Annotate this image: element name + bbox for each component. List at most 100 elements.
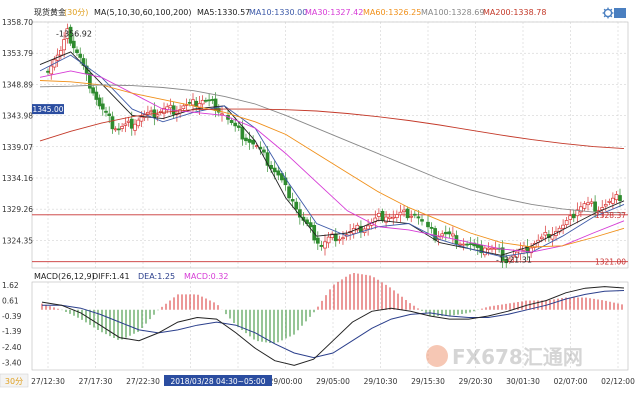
candle-body	[68, 26, 73, 44]
ma30-line	[39, 70, 625, 253]
candle-body	[287, 186, 291, 199]
candle-body	[451, 233, 455, 237]
candle-body	[326, 236, 331, 244]
candle-body	[49, 65, 54, 75]
candle-body	[384, 216, 388, 223]
candle-body	[366, 225, 370, 230]
ma-value-label: MA60:1326.25	[363, 8, 421, 17]
candle-body	[405, 208, 410, 219]
candle-body	[120, 126, 124, 129]
y-tick-label: 1343.98	[2, 112, 33, 121]
candle-body	[461, 243, 466, 246]
candle-body	[511, 254, 516, 258]
gear-icon-tooth	[610, 15, 613, 18]
candle-body	[614, 194, 619, 201]
candle-body	[240, 126, 245, 140]
candle-body	[149, 110, 153, 113]
ma-value-label: MA200:1338.78	[483, 8, 546, 17]
candle-body	[262, 149, 266, 153]
candle-body	[426, 221, 430, 228]
candle-body	[133, 123, 137, 131]
main-y-grid	[32, 21, 628, 241]
ma-params-label: MA(5,10,30,60,100,200)	[94, 8, 192, 17]
x-tick-label: 29/00:00	[269, 377, 303, 386]
candle-body	[416, 216, 421, 219]
macd-title: MACD(26,12,9)	[34, 272, 95, 281]
candle-body	[447, 231, 452, 235]
candle-body	[136, 119, 141, 127]
candle-body	[197, 103, 202, 108]
ma-value-label: MA10:1330.00	[249, 8, 307, 17]
candle-body	[561, 224, 565, 229]
candle-body	[272, 167, 277, 173]
candle-body	[440, 233, 445, 237]
candle-body	[504, 259, 509, 264]
moving-averages	[39, 51, 625, 258]
candle-body	[490, 247, 494, 250]
candle-body	[117, 128, 121, 131]
candle-body	[213, 98, 218, 111]
symbol-label: 现货黄金	[34, 7, 66, 17]
candle-body	[586, 202, 590, 206]
candle-body	[78, 53, 83, 58]
watermark-text: FX678汇通网	[452, 345, 583, 369]
y-tick-label: 1348.89	[2, 80, 33, 89]
candle-body	[123, 123, 128, 126]
candle-body	[107, 113, 112, 116]
candle-body	[75, 49, 79, 53]
candle-body	[247, 138, 252, 143]
candle-body	[607, 200, 612, 203]
candle-body	[486, 247, 491, 250]
macd-y-tick-label: -2.40	[2, 343, 22, 352]
y-tick-label: 1334.16	[2, 174, 33, 183]
candle-body	[181, 105, 186, 109]
gear-icon[interactable]	[602, 7, 614, 19]
y-tick-label: 1324.35	[2, 236, 33, 245]
candle-body	[507, 258, 512, 262]
candle-body	[126, 120, 131, 123]
candle-body	[337, 238, 342, 241]
candle-body	[187, 101, 192, 104]
candle-body	[323, 241, 327, 249]
macd-value-label: DEA:1.25	[138, 272, 175, 281]
crosshair-price-label: 1345.00	[32, 105, 63, 114]
gear-icon-tooth	[603, 15, 606, 18]
macd-y-tick-label: 0.61	[2, 296, 19, 305]
candle-body	[493, 247, 498, 250]
candle-body	[589, 201, 594, 204]
macd-y-tick-label: 1.62	[2, 281, 19, 290]
x-tick-label: 29/10:30	[364, 377, 398, 386]
settings-button[interactable]	[596, 6, 632, 21]
candle-body	[233, 122, 238, 127]
macd-value-label: DIFF:1.41	[92, 272, 130, 281]
candle-body	[600, 207, 605, 210]
timeframe-button[interactable]	[0, 372, 30, 390]
candle-body	[479, 245, 484, 254]
candle-body	[207, 99, 211, 102]
y-tick-label: 1358.70	[2, 18, 33, 27]
candle-body	[290, 199, 295, 202]
candle-body	[330, 233, 335, 238]
candlesticks	[46, 23, 622, 268]
candle-body	[280, 173, 284, 181]
candle-body	[429, 226, 434, 229]
candle-body	[543, 232, 548, 236]
timeframe-button-bg[interactable]	[0, 373, 29, 388]
candle-body	[341, 237, 345, 240]
candle-body	[104, 110, 108, 113]
candle-body	[191, 99, 195, 106]
candle-body	[236, 125, 241, 128]
watermark-logo: FX678汇通网	[426, 345, 583, 369]
y-tick-label: 1339.07	[2, 143, 33, 152]
candle-body	[315, 237, 320, 244]
candle-body	[97, 97, 102, 107]
candle-body	[200, 99, 205, 105]
settings-box-icon[interactable]	[614, 8, 626, 18]
candle-body	[568, 215, 573, 220]
candle-body	[110, 116, 115, 130]
candle-body	[265, 152, 270, 166]
candle-body	[155, 114, 160, 117]
ma5-line	[39, 51, 625, 256]
